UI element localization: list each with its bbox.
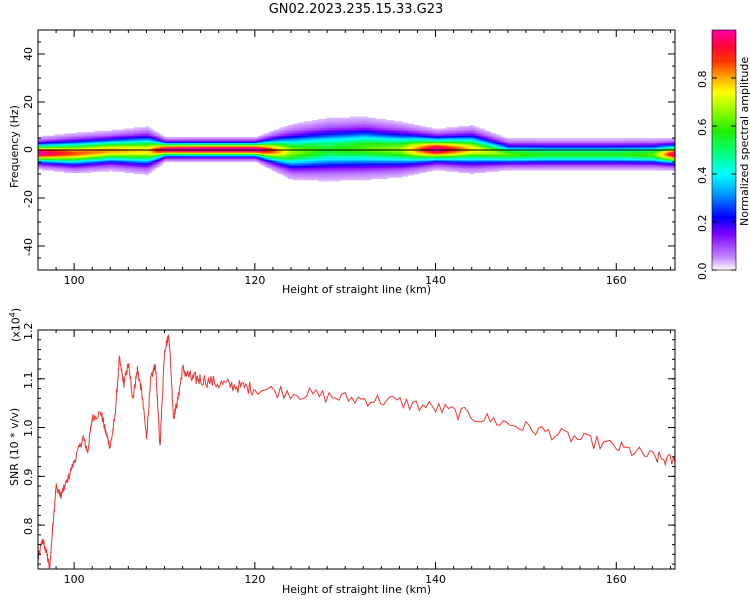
- colorbar-tick-label: 0.4: [696, 166, 709, 184]
- snr-x-axis-label: Height of straight line (km): [281, 583, 432, 596]
- snr-x-tick-label: 100: [63, 573, 85, 586]
- snr-y-tick-label: 1.2: [22, 322, 35, 340]
- spectrogram-y-tick-label: 40: [22, 46, 35, 61]
- spectrogram-axes: [37, 29, 676, 271]
- snr-series-line: [38, 333, 675, 569]
- spectrogram-y-tick-label: 20: [22, 94, 35, 109]
- snr-plot-area: [38, 333, 675, 569]
- spectrogram-y-axis-label: Frequency (Hz): [8, 105, 21, 188]
- spectrogram-x-tick-label: 160: [605, 274, 627, 287]
- snr-y-tick-label: 0.8: [22, 517, 35, 536]
- colorbar-tick-label: 0.0: [696, 262, 709, 280]
- snr-x-tick-label: 120: [244, 573, 266, 586]
- spectrogram-y-tick-label: -40: [22, 237, 35, 256]
- colorbar-tick-label: 0.2: [696, 214, 709, 232]
- snr-y-axis-label: SNR (10 * v/v): [8, 407, 21, 486]
- colorbar-tick-label: 0.6: [696, 118, 709, 136]
- snr-y-scale-factor: (x104): [8, 307, 23, 342]
- colorbar-label: Normalized spectral amplitude: [738, 56, 750, 226]
- colorbar-tick-label: 0.8: [696, 70, 709, 88]
- snr-x-tick-label: 140: [425, 573, 447, 586]
- snr-y-scale-base: (x10: [9, 317, 23, 342]
- figure-title: GN02.2023.235.15.33.G23: [268, 2, 444, 17]
- colorbar: [712, 30, 736, 270]
- snr-y-tick-label: 0.9: [22, 468, 35, 487]
- spectrogram-x-tick-label: 140: [425, 274, 447, 287]
- spectrogram-y-tick-label: -20: [22, 189, 35, 208]
- snr-y-scale-exponent: 4: [8, 312, 17, 318]
- spectrogram-x-tick-label: 100: [63, 274, 85, 287]
- snr-y-tick-label: 1.0: [22, 419, 35, 438]
- spectrogram-x-axis-label: Height of straight line (km): [281, 283, 432, 296]
- snr-axes: [37, 329, 676, 570]
- snr-x-tick-label: 160: [605, 573, 627, 586]
- spectrogram-x-tick-label: 120: [244, 274, 266, 287]
- spectrogram-y-tick-label: 0: [22, 146, 35, 154]
- colorbar-axes: [711, 29, 737, 271]
- snr-y-tick-label: 1.1: [22, 371, 35, 389]
